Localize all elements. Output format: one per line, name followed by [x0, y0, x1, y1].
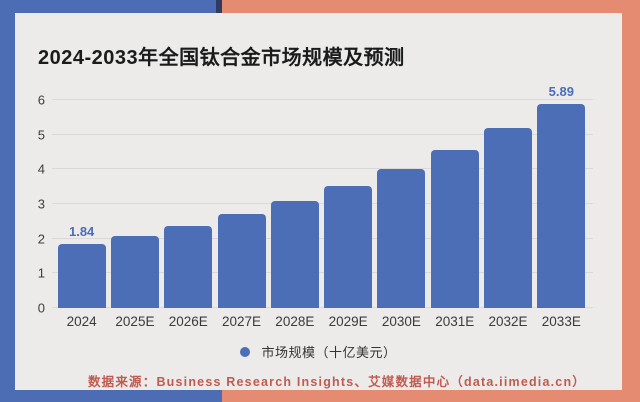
gridline-1	[52, 272, 593, 274]
bar-slot-2025E: 2025E	[108, 100, 161, 328]
gridline-3	[52, 203, 593, 204]
bar-slot-2029E: 2029E	[321, 100, 374, 328]
x-axis-tick-2027E: 2027E	[222, 314, 262, 329]
gridline-4	[52, 168, 593, 170]
y-axis-tick-0: 0	[37, 300, 45, 316]
x-axis-tick-2026E: 2026E	[168, 314, 208, 329]
bar-2026E	[164, 225, 213, 308]
x-axis-tick-2031E: 2031E	[435, 314, 475, 329]
x-axis-tick-2024: 2024	[66, 314, 97, 329]
bar-series: 1.84 2024 2025E 2026E 2027E 2028E 2029E 2030E 20…	[55, 85, 588, 328]
gridline-5	[52, 133, 593, 135]
legend: 市场规模（十亿美元）	[15, 342, 622, 361]
bar-2027E	[217, 214, 266, 308]
chart-card: 2024-2033年全国钛合金市场规模及预测 0 1 2 3 4 5 6 1.84 2024 20…	[15, 13, 622, 390]
y-axis-tick-6: 6	[37, 92, 45, 108]
bar-slot-2028E: 2028E	[268, 100, 321, 328]
data-source-note: 数据来源：Business Research Insights、艾媒数据中心（d…	[87, 375, 586, 389]
y-axis-tick-2: 2	[37, 231, 45, 247]
bar-2029E	[324, 186, 373, 308]
bar-slot-2024: 1.84 2024	[55, 100, 108, 328]
bar-2030E	[377, 169, 426, 308]
bar-2028E	[270, 200, 319, 308]
y-axis-tick-4: 4	[37, 161, 45, 177]
page-title: 2024-2033年全国钛合金市场规模及预测	[38, 47, 405, 69]
legend-dot-icon	[240, 346, 251, 357]
bar-slot-2032E: 2032E	[481, 100, 534, 328]
bar-slot-2033E: 5.89 2033E	[535, 85, 588, 328]
x-axis-tick-2030E: 2030E	[381, 314, 421, 329]
x-axis-tick-2029E: 2029E	[328, 314, 368, 329]
bar-2025E	[110, 235, 159, 308]
gridline-0	[52, 307, 593, 308]
x-axis-tick-2028E: 2028E	[275, 314, 315, 329]
bar-2032E	[484, 128, 533, 308]
legend-label: 市场规模（十亿美元）	[261, 345, 397, 360]
bar-2033E	[537, 103, 586, 308]
y-axis-tick-3: 3	[37, 196, 45, 212]
bar-value-label-2033E: 5.89	[548, 83, 574, 99]
x-axis-tick-2025E: 2025E	[115, 314, 155, 329]
bar-slot-2027E: 2027E	[215, 100, 268, 328]
y-axis-tick-5: 5	[37, 127, 45, 143]
plot-area: 0 1 2 3 4 5 6 1.84 2024 2025E 2026E 2027E 2028E 2029E…	[38, 85, 593, 328]
bar-2031E	[430, 150, 479, 308]
y-axis-tick-1: 1	[37, 265, 45, 281]
bar-value-label-2024: 1.84	[68, 224, 95, 240]
x-axis-tick-2032E: 2032E	[488, 314, 528, 329]
bar-2024	[57, 244, 106, 308]
x-axis-tick-2033E: 2033E	[541, 314, 581, 329]
background-accent-strip	[216, 0, 222, 13]
bar-slot-2031E: 2031E	[428, 100, 481, 328]
gridline-6	[52, 99, 593, 100]
bar-slot-2030E: 2030E	[375, 100, 428, 328]
bar-slot-2026E: 2026E	[162, 100, 215, 328]
gridline-2	[52, 237, 593, 239]
